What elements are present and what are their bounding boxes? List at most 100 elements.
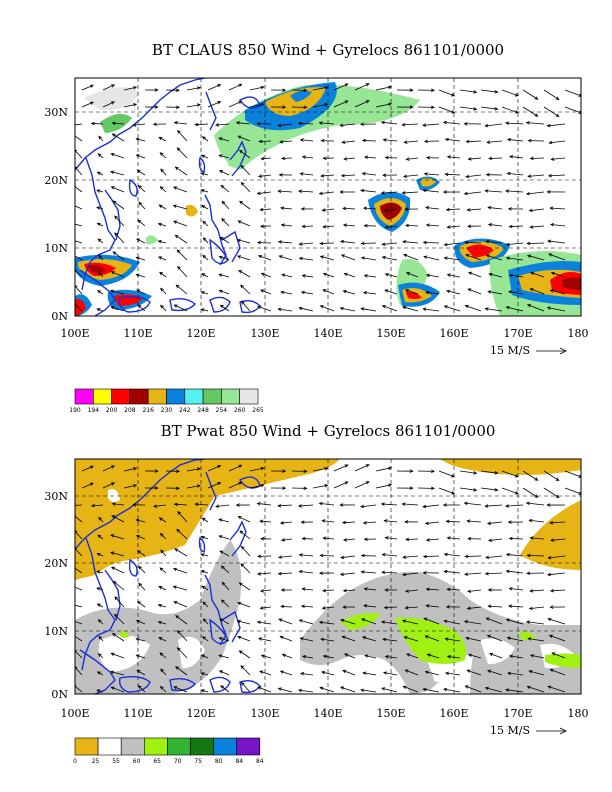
wind-1-arrow-15 — [396, 88, 414, 92]
colorbar-1-label-8: 254 — [216, 407, 228, 414]
wind-1-arrow-30 — [207, 101, 222, 108]
wind-1-arrow-289 — [97, 290, 104, 295]
wind-1-arrow-241 — [98, 254, 104, 261]
colorbar-1-swatch-8 — [221, 388, 240, 405]
x-tick-1-3: 130E — [250, 327, 279, 340]
x-tick-2-7: 170E — [503, 707, 532, 720]
wind-1-arrow-223 — [219, 236, 230, 244]
wind-1-arrow-65 — [422, 123, 440, 127]
wind-2-arrow-291 — [136, 670, 146, 676]
wind-2-arrow-116 — [488, 538, 503, 542]
wind-2-arrow-110 — [363, 537, 377, 542]
wind-2-arrow-206 — [363, 604, 377, 608]
wind-2-arrow-65 — [422, 504, 440, 509]
wind-2-arrow-90 — [445, 519, 461, 524]
wind-2-arrow-100 — [159, 532, 167, 540]
wind-2-arrow-84 — [321, 519, 335, 523]
colorbar-2-label-6: 75 — [194, 758, 202, 765]
wind-2-arrow-76 — [158, 517, 167, 523]
wind-2-arrow-204 — [321, 606, 335, 610]
wind-2-arrow-0 — [81, 465, 94, 472]
wind-2-arrow-137 — [422, 554, 440, 559]
wind-1-arrow-95 — [548, 140, 566, 145]
wind-1-arrow-235 — [464, 240, 482, 245]
wind-1-arrow-90 — [444, 137, 461, 142]
wind-2-arrow-300 — [321, 670, 335, 676]
wind-1-arrow-303 — [384, 289, 398, 295]
wind-1-arrow-198 — [202, 220, 209, 227]
wind-1-arrow-42 — [459, 106, 478, 111]
wind-1-arrow-170 — [112, 200, 125, 210]
wind-2-arrow-293 — [175, 666, 188, 676]
wind-1-arrow-210 — [446, 225, 461, 229]
wind-1-arrow-56 — [235, 121, 251, 125]
wind-2-arrow-330 — [443, 687, 461, 693]
wind-2-arrow-122 — [110, 551, 125, 557]
wind-2-arrow-188 — [487, 588, 503, 592]
wind-1-arrow-154 — [277, 189, 293, 193]
wind-1-arrow-308 — [487, 290, 503, 295]
colorbar-1-label-1: 194 — [88, 407, 100, 414]
wind-2-arrow-230 — [361, 618, 377, 625]
wind-2-arrow-141 — [505, 552, 524, 557]
wind-2-arrow-195 — [137, 600, 146, 608]
grid-1 — [75, 78, 581, 316]
x-tick-1-8: 180 — [568, 327, 589, 340]
wind-2-arrow-101 — [176, 528, 188, 540]
wind-1-arrow-182 — [362, 206, 377, 210]
wind-1-arrow-16 — [417, 88, 435, 93]
wind-2-arrow-202 — [280, 604, 293, 609]
wind-2-arrow-317 — [173, 686, 188, 693]
wind-1-arrow-119 — [550, 157, 566, 161]
wind-2-arrow-316 — [159, 685, 167, 693]
wind-1-arrow-69 — [504, 121, 524, 125]
wind-1-arrow-31 — [228, 100, 243, 108]
wind-1-arrow-24 — [81, 101, 94, 108]
colorbar-2-swatch-0 — [74, 737, 99, 756]
wind-1-arrow-141 — [506, 171, 524, 176]
wind-1-arrow-3 — [144, 88, 159, 92]
wind-1-arrow-99 — [135, 154, 146, 159]
wind-1-arrow-296 — [240, 284, 251, 295]
wind-1-arrow-256 — [403, 253, 419, 261]
wind-1-arrow-168 — [75, 205, 83, 210]
wind-1-arrow-18 — [459, 89, 478, 94]
colorbar-1-label-3: 208 — [124, 407, 136, 414]
wind-2-arrow-327 — [381, 687, 398, 693]
wind-1-arrow-217 — [97, 238, 104, 244]
plot-frame-2 — [74, 458, 582, 695]
wind-2-arrow-99 — [135, 535, 146, 540]
wind-2-arrow-7 — [228, 464, 243, 472]
wind-2-arrow-123 — [136, 550, 146, 557]
wind-2-arrow-88 — [404, 520, 419, 524]
wind-2-arrow-335 — [547, 685, 566, 693]
wind-1-arrow-85 — [341, 140, 356, 144]
wind-1-arrow-26 — [123, 103, 138, 108]
wind-1-arrow-4 — [165, 88, 180, 93]
wind-2-arrow-292 — [160, 668, 167, 676]
wind-2-arrow-266 — [110, 652, 125, 659]
wind-2-arrow-193 — [96, 603, 104, 608]
wind-1-arrow-231 — [381, 242, 398, 246]
wind-1-arrow-133 — [340, 173, 356, 178]
wind-1-arrow-20 — [501, 89, 519, 97]
wind-2-arrow-250 — [279, 635, 293, 642]
wind-2-arrow-41 — [438, 487, 456, 495]
wind-2-arrow-20 — [501, 470, 519, 478]
x-tick-2-2: 120E — [186, 707, 215, 720]
wind-2-arrow-213 — [507, 604, 524, 608]
wind-1-arrow-43 — [480, 106, 499, 111]
wind-2-arrow-32 — [249, 483, 265, 489]
wind-1-arrow-281 — [425, 273, 440, 278]
wind-2-arrow-265 — [97, 653, 104, 659]
wind-2-arrow-161 — [422, 571, 440, 575]
wind-2-arrow-34 — [291, 486, 308, 491]
wind-2-arrow-261 — [506, 636, 524, 642]
wind-2-arrow-285 — [509, 654, 524, 659]
wind-2-arrow-180 — [322, 588, 335, 593]
wind-1-arrow-157 — [339, 190, 356, 194]
wind-2-arrow-286 — [529, 654, 545, 659]
wind-2-arrow-183 — [384, 588, 398, 592]
wind-1-arrow-70 — [525, 121, 545, 125]
wind-2-arrow-57 — [256, 501, 272, 506]
